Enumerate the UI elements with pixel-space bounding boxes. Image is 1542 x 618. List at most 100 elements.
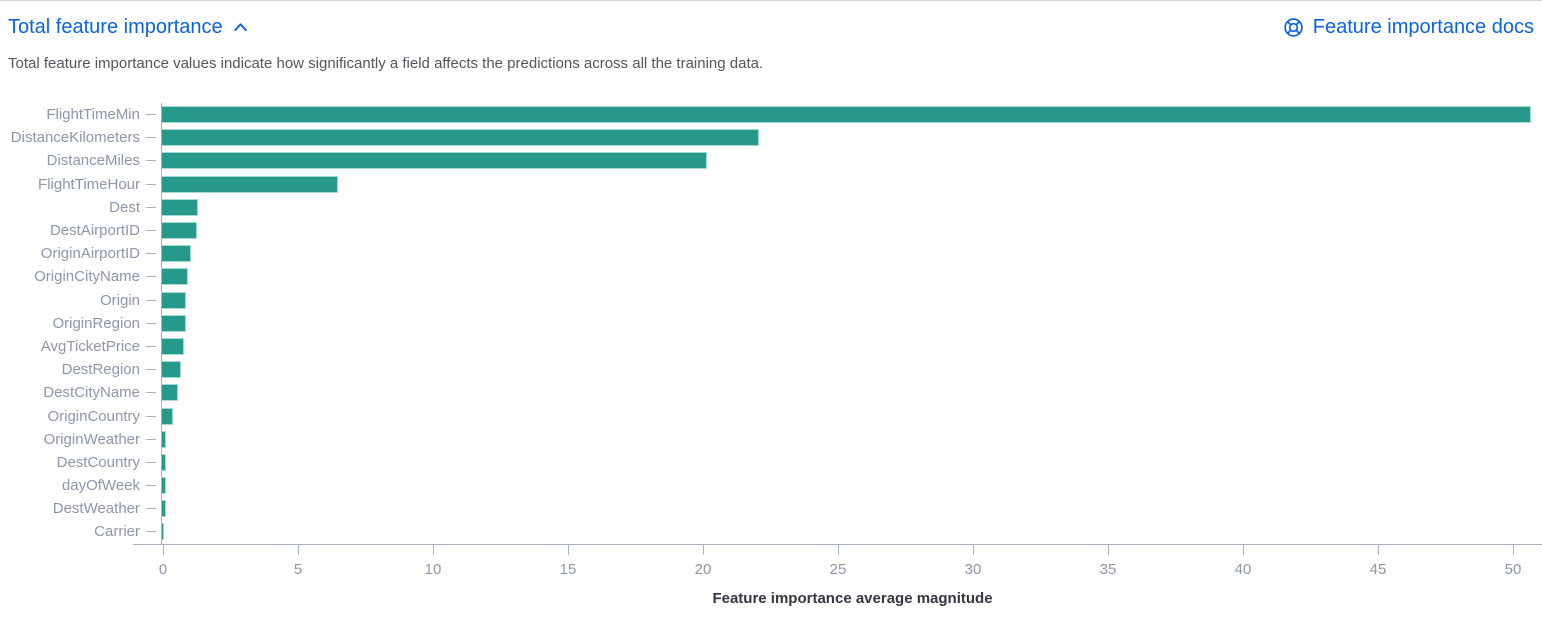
chart-row: OriginRegion: [0, 311, 1542, 335]
docs-link-label: Feature importance docs: [1312, 15, 1534, 38]
plot-row: [161, 334, 1542, 359]
x-axis-tick-label: 40: [1234, 560, 1252, 578]
y-axis-tick: [146, 299, 156, 301]
bar-OriginCityName[interactable]: [162, 268, 189, 286]
y-axis-label: FlightTimeHour: [38, 175, 140, 193]
chart-row: DestAirportID: [0, 218, 1542, 243]
y-axis-label: DestCityName: [43, 384, 140, 402]
x-axis-tick-label: 5: [293, 560, 303, 578]
feature-importance-chart: FlightTimeMin DistanceKilometers DistanceM…: [0, 103, 1542, 607]
plot-row: [161, 218, 1542, 243]
plot-row: [161, 520, 1542, 544]
plot-row: [161, 195, 1542, 219]
x-axis-tick: [1107, 544, 1109, 555]
chart-row: FlightTimeHour: [0, 172, 1542, 196]
bar-DestAirportID[interactable]: [162, 222, 198, 240]
chart-row: DistanceKilometers: [0, 126, 1542, 150]
y-axis-tick: [146, 183, 156, 185]
y-axis-tick: [146, 345, 156, 347]
plot-row: [161, 474, 1542, 498]
bar-Dest[interactable]: [162, 198, 199, 216]
bar-DestCityName[interactable]: [162, 384, 179, 402]
chart-row: AvgTicketPrice: [0, 334, 1542, 359]
y-axis-label: dayOfWeek: [61, 477, 140, 495]
lifebuoy-help-icon: [1283, 17, 1304, 38]
x-axis-tick: [1242, 544, 1244, 555]
x-axis-tick-label: 20: [694, 560, 712, 578]
x-axis-tick: [567, 544, 569, 555]
y-axis-label: OriginCountry: [47, 407, 140, 425]
section-title: Total feature importance: [8, 15, 223, 38]
plot-row: [161, 103, 1542, 127]
chart-row: OriginCityName: [0, 265, 1542, 289]
y-axis-label: DestCountry: [56, 453, 140, 471]
chart-row: DistanceMiles: [0, 149, 1542, 173]
x-axis-tick-label: 50: [1504, 560, 1522, 578]
y-axis-tick: [146, 114, 156, 116]
plot-row: [161, 288, 1542, 312]
chart-row: OriginCountry: [0, 404, 1542, 428]
bar-FlightTimeHour[interactable]: [162, 175, 338, 193]
bar-dayOfWeek[interactable]: [162, 477, 167, 495]
x-axis-tick: [837, 544, 839, 555]
bar-OriginWeather[interactable]: [162, 430, 167, 448]
chart-row: DestRegion: [0, 358, 1542, 382]
bar-DestWeather[interactable]: [162, 500, 166, 518]
chart-row: dayOfWeek: [0, 474, 1542, 498]
chevron-up-icon: [232, 19, 249, 36]
bar-OriginAirportID[interactable]: [162, 245, 191, 263]
y-axis-tick: [146, 392, 156, 394]
bar-OriginCountry[interactable]: [162, 407, 173, 425]
plot-row: [161, 311, 1542, 335]
chart-row: OriginAirportID: [0, 242, 1542, 266]
y-axis-label: Dest: [109, 198, 140, 216]
x-axis-tick-label: 25: [829, 560, 847, 578]
chart-row: Carrier: [0, 520, 1542, 544]
y-axis-tick: [146, 253, 156, 255]
bar-FlightTimeMin[interactable]: [162, 106, 1531, 124]
bar-DestRegion[interactable]: [162, 361, 181, 379]
y-axis-tick: [146, 369, 156, 371]
x-axis-tick-label: 15: [559, 560, 577, 578]
plot-row: [161, 265, 1542, 289]
y-axis-tick: [146, 461, 156, 463]
x-axis-tick-label: 0: [158, 560, 168, 578]
feature-importance-docs-link[interactable]: Feature importance docs: [1283, 16, 1534, 39]
y-axis-label: DistanceKilometers: [10, 129, 140, 147]
bar-DestCountry[interactable]: [162, 453, 167, 471]
plot-row: [161, 172, 1542, 196]
y-axis-tick: [146, 438, 156, 440]
y-axis-label: OriginAirportID: [40, 245, 140, 263]
bar-DistanceKilometers[interactable]: [162, 129, 759, 147]
y-axis-tick: [146, 206, 156, 208]
y-axis-tick: [146, 485, 156, 487]
plot-row: [161, 450, 1542, 474]
panel-header: Total feature importance Feature importa…: [8, 13, 1534, 41]
bar-AvgTicketPrice[interactable]: [162, 337, 185, 355]
y-axis-tick: [146, 276, 156, 278]
total-feature-importance-accordion-toggle[interactable]: Total feature importance: [8, 16, 249, 39]
x-axis-tick-label: 30: [964, 560, 982, 578]
bar-Origin[interactable]: [162, 291, 187, 309]
plot-row: [161, 404, 1542, 428]
plot-row: [161, 149, 1542, 173]
plot-row: [161, 381, 1542, 405]
y-axis-label: FlightTimeMin: [46, 106, 140, 124]
panel-top-border: [0, 0, 1542, 1]
bar-DistanceMiles[interactable]: [162, 152, 708, 170]
x-axis-title: Feature importance average magnitude: [712, 589, 993, 607]
plot-row: [161, 497, 1542, 521]
y-axis-label: OriginRegion: [52, 314, 140, 332]
plot-row: [161, 358, 1542, 382]
x-axis-tick: [1377, 544, 1379, 555]
y-axis-tick: [146, 531, 156, 533]
y-axis-label: Origin: [99, 291, 140, 309]
y-axis-tick: [146, 322, 156, 324]
chart-row: OriginWeather: [0, 427, 1542, 451]
plot-row: [161, 427, 1542, 451]
y-axis-label: DestRegion: [61, 361, 140, 379]
chart-row: DestCityName: [0, 381, 1542, 405]
bar-OriginRegion[interactable]: [162, 314, 186, 332]
x-axis-tick: [432, 544, 434, 555]
bar-Carrier[interactable]: [162, 523, 164, 541]
